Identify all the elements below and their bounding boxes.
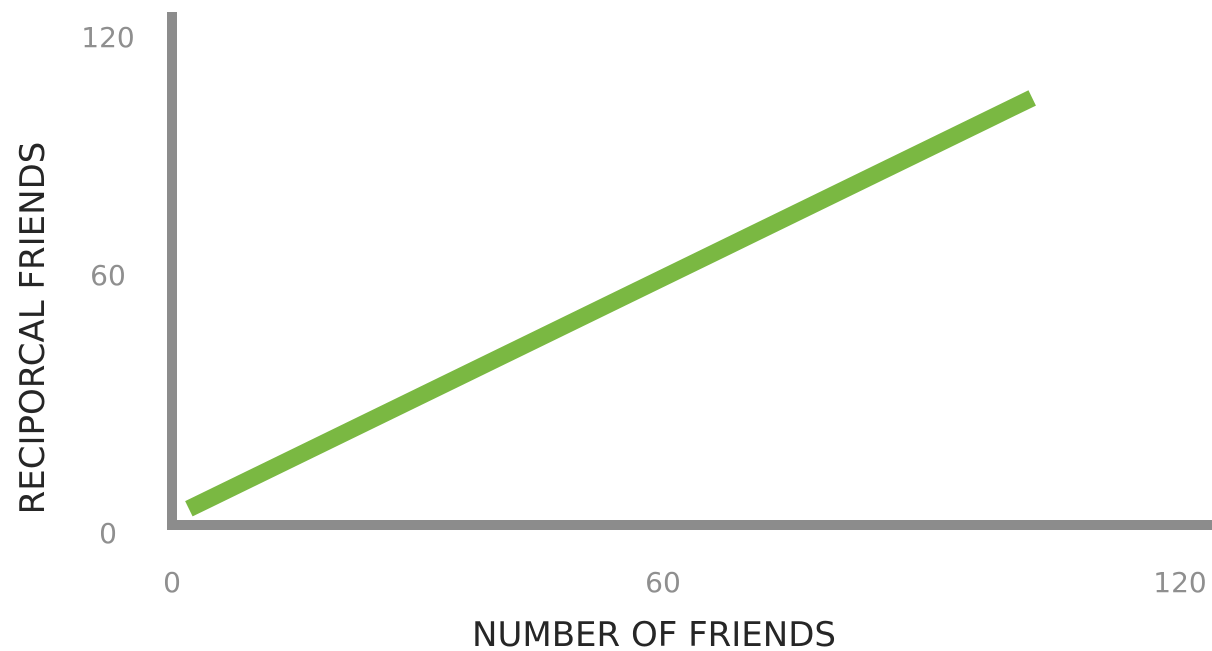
y-tick-label-60: 60 — [90, 259, 126, 292]
series-line — [185, 90, 1036, 517]
x-tick-label-60: 60 — [645, 566, 681, 599]
y-tick-label-120: 120 — [81, 21, 134, 54]
x-tick-label-120: 120 — [1153, 566, 1206, 599]
x-tick-label-0: 0 — [163, 566, 181, 599]
x-axis-title: NUMBER OF FRIENDS — [472, 615, 836, 651]
y-tick-label-0: 0 — [99, 517, 117, 550]
y-axis-title: RECIPORCAL FRIENDS — [13, 142, 53, 515]
